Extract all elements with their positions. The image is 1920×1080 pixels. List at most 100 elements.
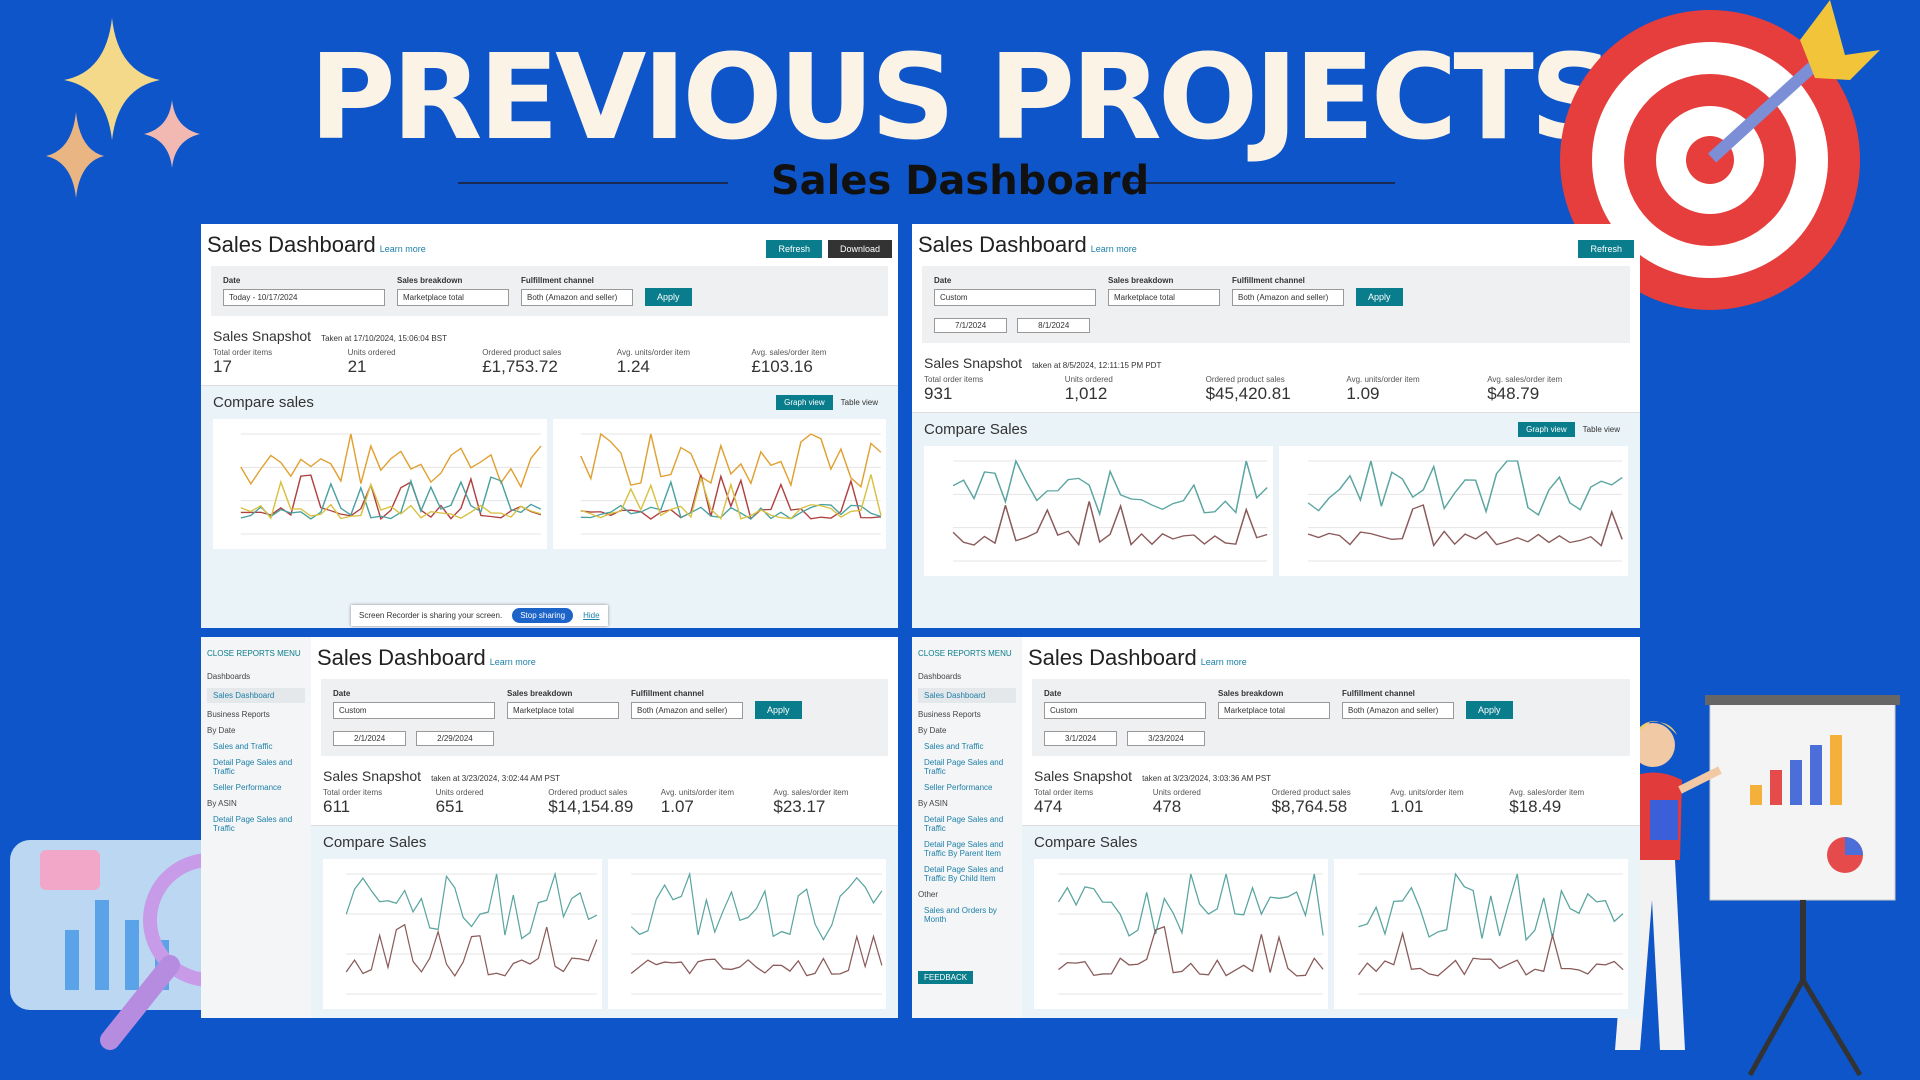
screen-share-notice: Screen Recorder is sharing your screen. S… [351,605,608,626]
filter-select[interactable]: Marketplace total [397,289,509,306]
filter-label: Date [934,276,952,285]
nav-item: Detail Page Sales and Traffic By Child I… [924,865,1004,883]
filter-select[interactable]: Both (Amazon and seller) [1232,289,1344,306]
filter-select[interactable]: Both (Amazon and seller) [1342,702,1454,719]
compare-section: Compare Sales Graph view Table view [912,413,1640,628]
nav-item: By ASIN [207,799,237,808]
metric: Total order items 17 [213,348,348,377]
date-input: 2/29/2024 [416,731,494,746]
metric-value: 1,012 [1064,384,1108,403]
header: Sales Dashboard Learn more [1022,637,1640,675]
filter-select[interactable]: Both (Amazon and seller) [521,289,633,306]
slide-title: PREVIOUS PROJECTS [309,28,1615,166]
date-input: 7/1/2024 [934,318,1008,333]
snapshot-time: Taken at 17/10/2024, 15:06:04 BST [321,334,447,343]
metric: Units ordered 1,012 [1065,375,1206,404]
dashboard-panel: CLOSE REPORTS MENU Dashboards Sales Dashbo… [201,637,898,1018]
metric-value: $14,154.89 [548,797,634,816]
snapshot-title: Sales Snapshot [213,328,312,344]
compare-section: Compare Sales [1022,826,1640,1018]
close-menu: CLOSE REPORTS MENU [918,649,1012,658]
metric-label: Total order items [924,375,984,384]
stop-sharing[interactable]: Stop sharing [512,608,574,623]
apply-button[interactable]: Apply [645,288,692,306]
metric-value: 611 [323,797,351,816]
main: Sales Dashboard Learn more Refresh Date Cust… [912,224,1640,628]
filter-select[interactable]: Marketplace total [1218,702,1330,719]
snapshot-title: Sales Snapshot [924,355,1023,371]
nav-item: By Date [918,726,947,735]
metric: Ordered product sales $45,420.81 [1206,375,1347,404]
filter-label: Date [223,276,241,285]
filter-select[interactable]: Marketplace total [1108,289,1220,306]
close-menu: CLOSE REPORTS MENU [207,649,301,658]
view-button[interactable]: Table view [840,398,878,407]
nav-item: Dashboards [207,672,251,681]
apply-button[interactable]: Apply [755,701,802,719]
button[interactable]: Refresh [1578,240,1634,258]
buttons: Refresh Download [766,240,892,258]
filter-select[interactable]: Custom [1044,702,1206,719]
filter-select[interactable]: Today - 10/17/2024 [223,289,385,306]
filter-select[interactable]: Marketplace total [507,702,619,719]
learn-more: Learn more [489,657,536,667]
feedback-button: FEEDBACK [918,971,974,984]
snapshot-header: Sales Snapshot taken at 3/23/2024, 3:02:4… [311,760,898,786]
snapshot-time: taken at 3/23/2024, 3:02:44 AM PST [431,774,561,783]
nav-item: Business Reports [918,710,981,719]
filter-label: Fulfillment channel [1342,689,1415,698]
filter-select[interactable]: Both (Amazon and seller) [631,702,743,719]
apply-button[interactable]: Apply [1356,288,1403,306]
compare-section: Compare sales Graph view Table view Screen … [201,386,898,628]
nav-item: Business Reports [207,710,270,719]
filter-select[interactable]: Custom [333,702,495,719]
metric-label: Ordered product sales [1205,375,1285,384]
filter-label: Sales breakdown [1108,276,1174,285]
metric: Total order items 611 [323,788,436,817]
metric-value: £1,753.72 [482,357,558,376]
compare-title: Compare Sales [924,421,1028,438]
compare-header: Compare sales Graph view Table view [213,394,886,411]
filter-select[interactable]: Custom [934,289,1096,306]
sidebar: CLOSE REPORTS MENU Dashboards Sales Dashbo… [912,637,1022,1018]
subtitle-rule [458,182,728,184]
button[interactable]: Refresh [766,240,822,258]
metric-value: 1.07 [660,797,694,816]
notice-text: Screen Recorder is sharing your screen. [359,611,503,620]
metric-label: Ordered product sales [1271,788,1351,797]
filters: Date Custom Sales breakdown Marketplace tot… [1032,679,1630,756]
filter: Fulfillment channel Both (Amazon and sell… [521,276,633,306]
button[interactable]: Download [827,240,892,258]
metric-label: Avg. sales/order item [1509,788,1585,797]
date-input: 8/1/2024 [1017,318,1091,333]
metric-value: 1.24 [616,357,650,376]
date-range: 7/1/2024 8/1/2024 [934,318,1618,333]
metric: Avg. units/order item 1.09 [1346,375,1487,404]
header: Sales Dashboard Learn more Refresh Download [201,224,898,262]
chart-thumbnail [607,859,886,1009]
filter: Fulfillment channel Both (Amazon and sell… [631,689,743,719]
view-button[interactable]: Table view [1582,425,1620,434]
main: Sales Dashboard Learn more Date Custom Sales… [1022,637,1640,1018]
date-range: 3/1/2024 3/23/2024 [1044,731,1618,746]
compare-header: Compare Sales [323,834,886,851]
metric-label: Total order items [1034,788,1094,797]
filter-label: Sales breakdown [1218,689,1284,698]
learn-more: Learn more [1090,244,1137,254]
metrics: Total order items 474 Units ordered 478 Orde… [1022,786,1640,826]
charts [323,859,886,1009]
view-button[interactable]: Graph view [1518,422,1575,437]
metric: Avg. units/order item 1.01 [1390,788,1509,817]
view-button[interactable]: Graph view [776,395,833,410]
metric-value: $18.49 [1509,797,1562,816]
header: Sales Dashboard Learn more [311,637,898,675]
charts [1034,859,1628,1009]
compare-section: Compare Sales [311,826,898,1018]
subtitle-rule [1125,182,1395,184]
metric: Ordered product sales $14,154.89 [548,788,661,817]
filter-label: Date [333,689,351,698]
metric-value: 17 [213,357,232,376]
hide-notice[interactable]: Hide [583,611,600,620]
filter: Sales breakdown Marketplace total [507,689,619,719]
apply-button[interactable]: Apply [1466,701,1513,719]
